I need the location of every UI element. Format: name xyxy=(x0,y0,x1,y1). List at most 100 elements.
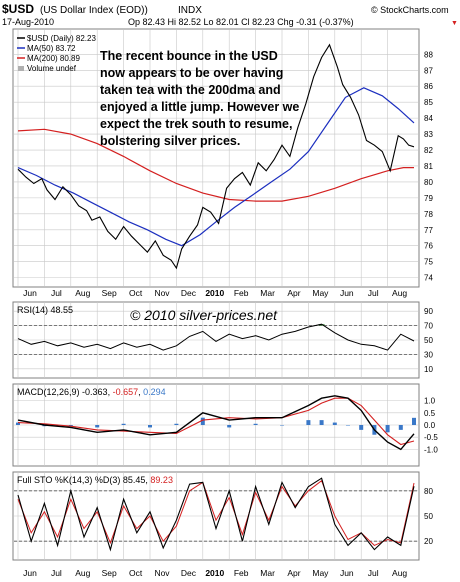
x-tick-label: Aug xyxy=(75,568,90,578)
y-tick-label: 81 xyxy=(424,162,433,171)
copyright-label: © StockCharts.com xyxy=(371,5,449,15)
y-tick-label: 86 xyxy=(424,82,433,91)
x-tick-label: Nov xyxy=(154,568,170,578)
x-tick-label: Dec xyxy=(181,568,197,578)
x-tick-label: Feb xyxy=(234,568,249,578)
symbol-name: (US Dollar Index (EOD)) xyxy=(40,5,148,16)
macd-histogram-bar xyxy=(121,423,126,425)
x-tick-label: Jun xyxy=(340,288,354,298)
macd-histogram-bar xyxy=(346,425,350,426)
annotation-line-1: The recent bounce in the USD xyxy=(100,49,278,63)
sto-k-line xyxy=(17,477,415,552)
ma50-line xyxy=(17,87,415,247)
y-tick-label: 50 xyxy=(424,336,433,345)
macd-histogram-bar xyxy=(200,417,205,425)
macd-histogram-bar xyxy=(359,425,364,430)
y-tick-label: 50 xyxy=(424,512,433,521)
y-tick-label: 78 xyxy=(424,210,433,219)
macd-histogram-bar xyxy=(412,417,416,425)
x-tick-label: Mar xyxy=(260,568,275,578)
macd-histogram-bar xyxy=(68,425,73,427)
legend-price: $USD (Daily) 82.23 xyxy=(27,34,96,43)
symbol-title: $USD xyxy=(2,2,34,16)
macd-hist-value: 0.294 xyxy=(143,387,166,397)
x-tick-label: Apr xyxy=(287,288,300,298)
y-tick-label: 77 xyxy=(424,226,433,235)
x-tick-label: Jul xyxy=(51,288,62,298)
annotation-line-6: bolstering silver prices. xyxy=(100,134,240,148)
y-tick-label: 20 xyxy=(424,537,433,546)
y-tick-label: 30 xyxy=(424,350,433,359)
y-tick-label: 88 xyxy=(424,50,433,59)
y-tick-label: 74 xyxy=(424,274,433,283)
x-tick-label: May xyxy=(312,568,329,578)
sto-d-value: 89.23 xyxy=(150,475,173,485)
macd-histogram-bar xyxy=(319,420,324,425)
y-tick-label: 0.0 xyxy=(424,421,436,430)
x-tick-label: Aug xyxy=(392,288,407,298)
legend-ma200: MA(200) 80.89 xyxy=(27,54,80,63)
x-tick-label: 2010 xyxy=(205,568,224,578)
x-tick-label: Dec xyxy=(181,288,197,298)
legend-volume: Volume undef xyxy=(27,64,77,73)
y-tick-label: 87 xyxy=(424,66,433,75)
y-tick-label: -1.0 xyxy=(424,445,438,454)
macd-histogram-bar xyxy=(16,422,20,425)
y-tick-label: 76 xyxy=(424,242,433,251)
y-tick-label: 0.5 xyxy=(424,409,436,418)
rsi-overbought-fill xyxy=(318,324,325,326)
rsi-label: RSI(14) 48.55 xyxy=(17,305,73,315)
x-tick-label: Apr xyxy=(287,568,300,578)
sto-d-line xyxy=(17,479,415,546)
x-tick-label: Jun xyxy=(23,568,37,578)
ma200-line xyxy=(17,128,414,202)
macd-histogram-bar xyxy=(306,420,311,425)
y-tick-label: 10 xyxy=(424,365,433,374)
x-tick-label: Jun xyxy=(23,288,37,298)
price-line xyxy=(17,43,415,270)
y-tick-label: 84 xyxy=(424,114,433,123)
rsi-line xyxy=(17,323,415,351)
exchange-label: INDX xyxy=(178,5,202,16)
y-tick-label: 83 xyxy=(424,130,433,139)
y-tick-label: 80 xyxy=(424,178,433,187)
x-tick-label: Oct xyxy=(129,288,143,298)
x-tick-label: May xyxy=(312,288,329,298)
macd-histogram-bar xyxy=(148,425,152,428)
sto-label: Full STO %K(14,3) %D(3) 85.45, 89.23 xyxy=(17,475,173,485)
sto-k-value: 85.45 xyxy=(123,475,146,485)
macd-value: -0.363 xyxy=(82,387,108,397)
macd-histogram-bar xyxy=(253,423,258,425)
x-tick-label: Mar xyxy=(260,288,275,298)
x-tick-label: 2010 xyxy=(205,288,224,298)
y-tick-label: 75 xyxy=(424,258,433,267)
annotation: The recent bounce in the USD now appears… xyxy=(100,49,299,148)
watermark: © 2010 silver-prices.net xyxy=(130,307,278,323)
legend-swatch-volume xyxy=(18,66,24,71)
macd-histogram-bar xyxy=(227,425,232,428)
macd-histogram-bar xyxy=(174,423,179,425)
macd-histogram-bar xyxy=(332,422,337,425)
annotation-line-2: now appears to be over having xyxy=(100,66,283,80)
macd-signal-value: -0.657 xyxy=(113,387,139,397)
date-label: 17-Aug-2010 xyxy=(2,17,54,27)
annotation-line-3: taken tea with the 200dma and xyxy=(100,83,281,97)
x-tick-label: Jul xyxy=(368,568,379,578)
y-tick-label: 79 xyxy=(424,194,433,203)
quote-label: Op 82.43 Hi 82.52 Lo 82.01 Cl 82.23 Chg … xyxy=(128,17,354,27)
x-tick-label: Aug xyxy=(75,288,90,298)
annotation-line-5: expect the trek south to resume, xyxy=(100,117,292,131)
macd-label: MACD(12,26,9) -0.363, -0.657, 0.294 xyxy=(17,387,166,397)
x-tick-label: Feb xyxy=(234,288,249,298)
x-tick-label: Jun xyxy=(340,568,354,578)
y-tick-label: 82 xyxy=(424,146,433,155)
y-tick-label: 90 xyxy=(424,307,433,316)
macd-histogram-bar xyxy=(385,425,390,433)
y-tick-label: -0.5 xyxy=(424,433,438,442)
marks-layer: 74 75 76 77 78 79 80 81 82 83 84 85 86 87 88 10 30 50 70 90… xyxy=(16,43,438,578)
macd-histogram-bar xyxy=(280,425,284,426)
y-tick-label: 80 xyxy=(424,487,433,496)
x-tick-label: Jul xyxy=(368,288,379,298)
x-tick-label: Sep xyxy=(102,288,117,298)
x-tick-label: Jul xyxy=(51,568,62,578)
